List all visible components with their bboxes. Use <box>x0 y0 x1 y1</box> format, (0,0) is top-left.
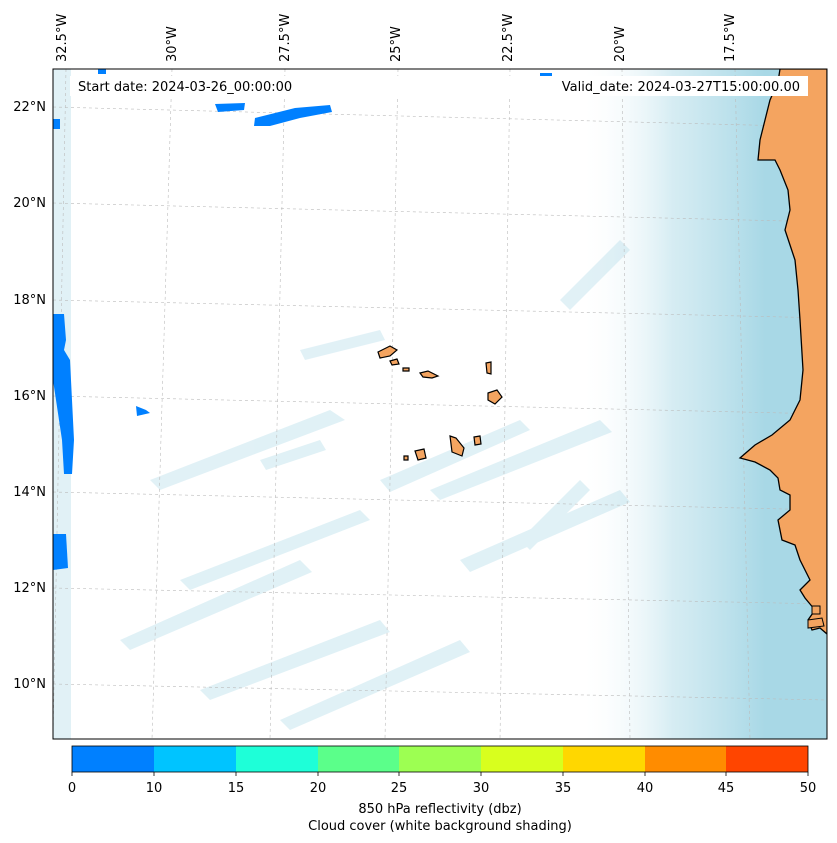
colorbar-swatch-4 <box>399 746 481 772</box>
colorbar-swatch-0 <box>72 746 154 772</box>
lat-label-20n: 20°N <box>13 196 46 211</box>
colorbar: 0 10 15 20 25 30 35 40 45 50 850 hPa ref… <box>68 745 816 834</box>
colorbar-frame <box>71 745 809 773</box>
map-panel: Start date: 2024-03-26_00:00:00 Valid_da… <box>53 69 827 739</box>
colorbar-tick-45: 45 <box>718 781 735 796</box>
colorbar-swatch-5 <box>481 746 563 772</box>
colorbar-label: 850 hPa reflectivity (dbz) <box>358 802 521 817</box>
lat-label-18n: 18°N <box>13 293 46 308</box>
colorbar-swatch-3 <box>318 746 399 772</box>
lon-label-20w: 20°W <box>613 26 628 62</box>
info-box <box>70 76 808 96</box>
latitude-labels: 22°N 20°N 18°N 16°N 14°N 12°N 10°N <box>13 100 46 692</box>
colorbar-swatch-1 <box>154 746 236 772</box>
colorbar-swatch-8 <box>726 746 808 772</box>
reflectivity-patches <box>53 69 552 570</box>
colorbar-tick-0: 0 <box>68 781 76 796</box>
valid-date-label: Valid_date: 2024-03-27T15:00:00.00 <box>562 80 800 95</box>
cloud-cover-shading-east <box>53 69 827 739</box>
lon-label-22-5w: 22.5°W <box>501 14 516 62</box>
longitude-labels: 32.5°W 30°W 27.5°W 25°W 22.5°W 20°W 17.5… <box>55 14 738 62</box>
colorbar-tick-25: 25 <box>391 781 408 796</box>
map-frame <box>52 68 828 740</box>
colorbar-tick-30: 30 <box>473 781 490 796</box>
colorbar-swatches <box>72 746 808 772</box>
west-africa-land <box>738 69 827 635</box>
lon-label-17-5w: 17.5°W <box>723 14 738 62</box>
lon-label-32-5w: 32.5°W <box>55 14 70 62</box>
lon-label-25w: 25°W <box>389 26 404 62</box>
colorbar-swatch-7 <box>645 746 726 772</box>
colorbar-tick-20: 20 <box>310 781 327 796</box>
colorbar-tick-labels: 0 10 15 20 25 30 35 40 45 50 <box>68 781 816 796</box>
lat-label-10n: 10°N <box>13 677 46 692</box>
bijagos-islands <box>807 605 825 629</box>
colorbar-tick-10: 10 <box>146 781 163 796</box>
lon-label-27-5w: 27.5°W <box>278 14 293 62</box>
colorbar-tick-35: 35 <box>555 781 572 796</box>
colorbar-swatch-2 <box>236 746 318 772</box>
cloud-cover-streaks <box>120 240 630 730</box>
start-date-label: Start date: 2024-03-26_00:00:00 <box>78 80 292 95</box>
lat-label-14n: 14°N <box>13 485 46 500</box>
colorbar-sublabel: Cloud cover (white background shading) <box>308 819 572 834</box>
lon-label-30w: 30°W <box>165 26 180 62</box>
lat-label-12n: 12°N <box>13 581 46 596</box>
colorbar-tick-15: 15 <box>228 781 245 796</box>
colorbar-tick-50: 50 <box>800 781 817 796</box>
lat-label-16n: 16°N <box>13 389 46 404</box>
colorbar-tick-40: 40 <box>637 781 654 796</box>
colorbar-ticks <box>71 772 809 776</box>
graticule <box>53 69 827 739</box>
cape-verde-islands <box>377 345 503 461</box>
colorbar-swatch-6 <box>563 746 645 772</box>
lat-label-22n: 22°N <box>13 100 46 115</box>
